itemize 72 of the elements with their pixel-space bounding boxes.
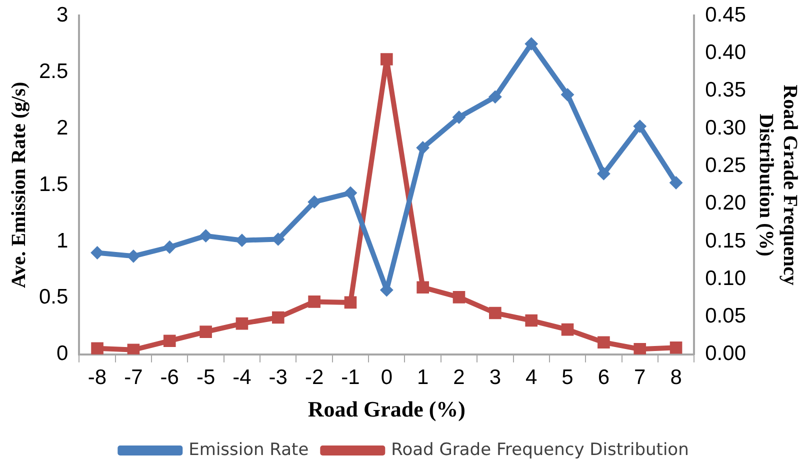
point [489,306,502,320]
x-tick-label: 1 [416,366,429,389]
point [452,291,466,304]
point [308,195,321,208]
y-axis-title: Ave. Emission Rate (g/s) [8,82,30,288]
y2-tick-label: 0.00 [705,342,746,366]
point [525,314,538,327]
y2-tick-label: 0.15 [705,229,746,252]
point [236,317,248,330]
point [380,53,393,66]
x-tick-label: -6 [160,366,179,389]
point [452,110,466,124]
legend-label: Road Grade Frequency Distribution [391,440,689,460]
point [344,186,357,200]
x-tick-label: -4 [232,366,252,389]
point [670,341,682,354]
point [91,342,104,354]
y-tick-label: 3 [56,3,68,26]
x-axis-title: Road Grade (%) [308,396,466,422]
point [416,281,429,294]
point [200,326,212,338]
x-tick-label: -7 [124,366,143,389]
y2-tick-label: 0.35 [705,78,746,102]
x-tick-label: -8 [88,366,107,389]
point [163,240,176,254]
point [488,90,502,104]
x-tick-label: -3 [268,366,288,389]
x-tick-label: 7 [634,366,646,389]
point [199,229,212,242]
x-tick-label: 0 [380,366,393,389]
point [235,234,248,247]
point [308,296,320,308]
point [561,323,574,336]
point [90,246,104,260]
x-tick-label: -5 [196,366,216,389]
point [524,37,538,50]
y2-tick-label: 0.45 [705,3,746,26]
y2-tick-label: 0.05 [705,304,746,328]
y-tick-label: 0 [56,342,68,366]
point [597,167,610,180]
x-tick-label: 6 [598,366,610,389]
y-tick-label: 0.5 [38,286,68,309]
x-tick-label: 4 [526,366,538,389]
point [416,141,430,154]
x-tick-label: 2 [453,366,465,389]
point [126,250,140,263]
x-tick-label: 8 [670,366,682,389]
point [561,88,574,102]
legend-label: Emission Rate [188,440,309,460]
x-tick-label: 5 [562,366,574,389]
y-tick-label: 2 [56,116,68,140]
point [272,311,284,324]
y-tick-label: 1 [56,229,68,252]
point [598,336,610,349]
y2-tick-label: 0.20 [705,192,746,215]
point [670,176,683,190]
point [127,344,140,354]
point [633,120,646,133]
y-tick-label: 1.5 [38,172,68,196]
point [344,296,357,309]
y2-tick-label: 0.30 [705,116,746,140]
x-tick-label: 3 [489,366,502,389]
point [634,342,646,354]
y2-axis-title: Road Grade Frequency Distribution (%) [754,84,801,286]
point [163,334,176,348]
y2-tick-label: 0.40 [705,41,746,64]
y2-tick-label: 0.10 [705,266,746,290]
y-tick-label: 2.5 [38,60,68,83]
x-tick-label: -2 [304,366,324,389]
point [272,232,285,246]
y2-tick-label: 0.25 [705,154,746,177]
x-tick-label: -1 [341,366,360,389]
